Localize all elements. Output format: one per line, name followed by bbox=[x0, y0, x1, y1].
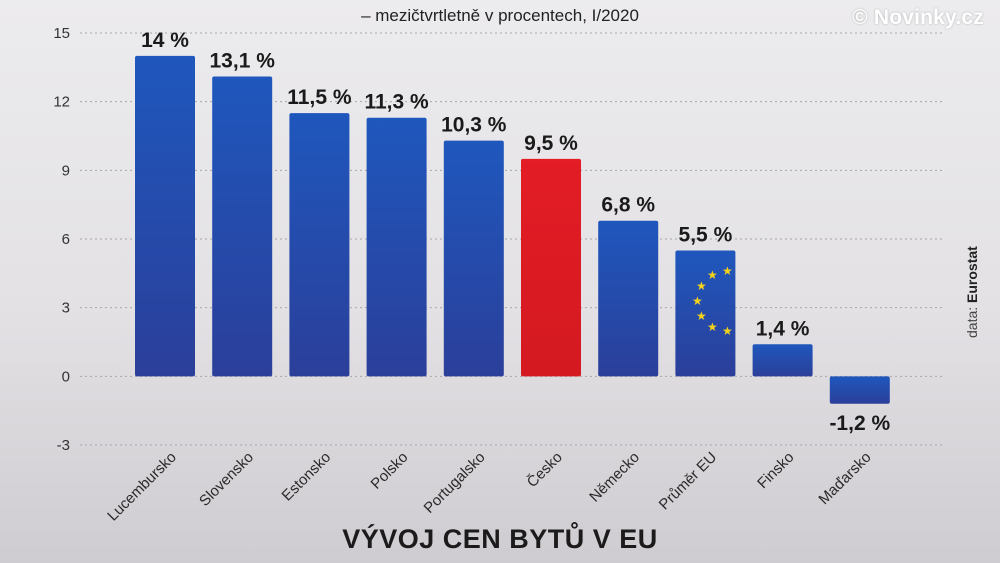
y-tick-label: 6 bbox=[62, 231, 70, 248]
eu-star-icon: ★ bbox=[707, 320, 718, 334]
y-tick-label: 0 bbox=[62, 368, 70, 385]
bar bbox=[752, 344, 813, 377]
value-label: 11,3 % bbox=[364, 91, 429, 114]
eu-star-icon: ★ bbox=[696, 309, 707, 323]
y-tick-label: 9 bbox=[62, 162, 70, 179]
value-label: -1,2 % bbox=[829, 412, 890, 435]
y-tick-label: 15 bbox=[53, 25, 70, 42]
bar bbox=[521, 158, 581, 377]
data-source: data: Eurostat bbox=[964, 198, 980, 338]
value-label: 1,4 % bbox=[756, 317, 810, 340]
value-label: 9,5 % bbox=[524, 132, 578, 155]
category-label: Průměr EU bbox=[656, 449, 720, 513]
y-tick-label: 12 bbox=[53, 94, 70, 111]
category-label: Česko bbox=[524, 449, 566, 491]
bar bbox=[829, 376, 890, 404]
eu-star-icon: ★ bbox=[696, 279, 707, 293]
chart-title: VÝVOJ CEN BYTŮ V EU bbox=[342, 524, 658, 554]
value-label: 14 % bbox=[141, 29, 189, 52]
eu-star-icon: ★ bbox=[692, 294, 703, 308]
bar bbox=[289, 113, 350, 377]
category-label: Finsko bbox=[754, 449, 797, 492]
bar bbox=[135, 55, 195, 377]
chart-subtitle: – mezičtvrtletně v procentech, I/2020 bbox=[361, 6, 639, 25]
category-label: Slovensko bbox=[196, 449, 257, 510]
y-tick-label: 3 bbox=[62, 300, 70, 317]
data-source-name: Eurostat bbox=[964, 246, 980, 303]
category-label: Maďarsko bbox=[815, 449, 874, 508]
bar bbox=[675, 250, 736, 377]
y-tick-label: -3 bbox=[57, 437, 70, 454]
brand-logo: © Novinky.cz bbox=[852, 6, 984, 29]
value-label: 13,1 % bbox=[210, 49, 276, 72]
category-label: Lucembursko bbox=[104, 449, 180, 525]
value-label: 10,3 % bbox=[441, 114, 507, 137]
bar bbox=[598, 220, 659, 377]
eu-star-icon: ★ bbox=[722, 264, 733, 278]
category-label: Polsko bbox=[368, 449, 412, 493]
value-label: 11,5 % bbox=[287, 86, 352, 109]
category-label: Estonsko bbox=[279, 449, 335, 505]
data-source-prefix: data: bbox=[964, 302, 980, 338]
eu-star-icon: ★ bbox=[722, 324, 733, 338]
bar bbox=[443, 140, 504, 377]
value-label: 5,5 % bbox=[679, 223, 733, 246]
value-label: 6,8 % bbox=[601, 194, 655, 217]
eu-star-icon: ★ bbox=[707, 268, 718, 282]
category-label: Portugalsko bbox=[421, 449, 489, 517]
bar bbox=[212, 76, 273, 377]
category-label: Německo bbox=[586, 449, 643, 506]
bar bbox=[366, 117, 427, 377]
